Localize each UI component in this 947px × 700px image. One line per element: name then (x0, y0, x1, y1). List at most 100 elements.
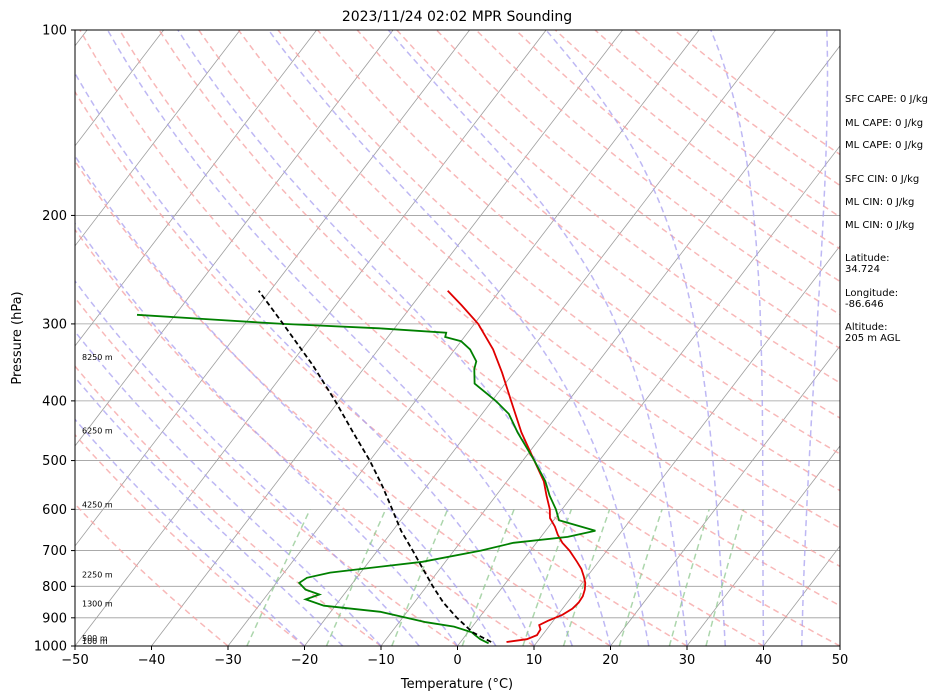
dry-adiabat-line (277, 30, 840, 492)
annotation-text: Latitude: (845, 253, 890, 264)
moist-adiabat-line (801, 30, 829, 646)
dry-adiabat-line (75, 296, 458, 646)
annotation-text: Longitude: (845, 288, 898, 299)
isotherm-line (457, 145, 840, 646)
isotherm-line (610, 345, 840, 646)
dry-adiabat-line (79, 30, 764, 646)
x-axis-label: Temperature (°C) (400, 677, 513, 692)
x-tick-label: 10 (526, 653, 543, 668)
isotherm-line (75, 30, 164, 147)
height-label: 500 m (82, 634, 108, 643)
isotherm-line (533, 245, 840, 646)
dry-adiabat-line (317, 30, 840, 455)
x-tick-label: −30 (214, 653, 241, 668)
height-label: 8250 m (82, 353, 113, 362)
moist-adiabat-line (387, 30, 688, 646)
isotherm-line (75, 30, 547, 646)
dry-adiabat-line (75, 159, 611, 646)
moist-adiabat-line (545, 30, 727, 646)
y-tick-label: 600 (42, 503, 67, 518)
chart-title: 2023/11/24 02:02 MPR Sounding (342, 9, 572, 25)
x-tick-label: 30 (679, 653, 696, 668)
y-tick-label: 1000 (34, 640, 67, 655)
annotation-value: 205 m AGL (845, 333, 901, 344)
dry-adiabat-line (198, 30, 840, 568)
dry-adiabat-line (75, 228, 535, 646)
dry-adiabat-line (75, 433, 305, 646)
mixing-ratio-line (562, 509, 611, 646)
isotherm-line (75, 30, 470, 547)
height-label: 100 m (82, 637, 108, 646)
annotation-value: 34.724 (845, 264, 880, 275)
annotation-text: ML CAPE: 0 J/kg (845, 140, 923, 151)
background-lines (75, 30, 840, 646)
isotherm-line (304, 30, 776, 646)
moist-adiabat-line (75, 154, 497, 646)
y-tick-label: 100 (42, 24, 67, 39)
dry-adiabat-line (356, 30, 840, 419)
moist-adiabat-line (75, 418, 306, 646)
height-label: 1300 m (82, 600, 113, 609)
height-label: 2250 m (82, 571, 113, 580)
x-tick-label: 20 (602, 653, 619, 668)
x-tick-label: −10 (367, 653, 394, 668)
annotation-text: SFC CIN: 0 J/kg (845, 174, 919, 185)
y-tick-label: 500 (42, 454, 67, 469)
dry-adiabat-line (237, 30, 840, 529)
mixing-ratio-line (461, 509, 515, 646)
annotation-text: SFC CAPE: 0 J/kg (845, 94, 928, 105)
dry-adiabat-line (515, 30, 840, 283)
x-tick-label: −50 (61, 653, 88, 668)
y-tick-label: 700 (42, 544, 67, 559)
moist-adiabat-line (106, 30, 574, 646)
mixing-ratio-line (391, 509, 449, 646)
mixing-ratio-line (705, 509, 745, 646)
temperature-series-line (447, 290, 587, 643)
annotation-text: ML CAPE: 0 J/kg (845, 118, 923, 129)
moist-adiabat-line (710, 30, 765, 646)
mixing-ratio-line (668, 509, 710, 646)
dewpoint-series-line (136, 313, 596, 645)
x-tick-label: −40 (138, 653, 165, 668)
dry-adiabat-line (396, 30, 840, 384)
moist-adiabat-line (75, 222, 459, 646)
height-label: 4250 m (82, 500, 113, 509)
moist-adiabat-line (75, 71, 535, 646)
y-axis-label: Pressure (hPa) (10, 291, 25, 384)
x-tick-label: 0 (453, 653, 461, 668)
isotherm-line (686, 445, 840, 646)
mixing-ratio-line (618, 509, 663, 646)
dry-adiabat-line (158, 30, 840, 607)
mixing-ratio-line (325, 508, 387, 646)
moist-adiabat-line (177, 30, 612, 646)
moist-adiabat-line (75, 376, 344, 646)
y-tick-label: 400 (42, 394, 67, 409)
annotations: SFC CAPE: 0 J/kg ML CAPE: 0 J/kg ML CAPE: … (845, 94, 928, 344)
y-tick-label: 900 (42, 611, 67, 626)
moist-adiabat-line (267, 30, 650, 646)
moist-adiabat-line (75, 279, 420, 646)
annotation-text: ML CIN: 0 J/kg (845, 220, 914, 231)
x-tick-label: −20 (291, 653, 318, 668)
isotherm-line (75, 30, 394, 447)
moist-adiabat-line (75, 330, 382, 646)
isotherm-line (75, 30, 241, 247)
annotation-value: -86.646 (845, 299, 884, 310)
axis-ticks: −50 −40 −30 −20 −10 0 10 20 30 40 50 1000 900 800 700 6… (34, 24, 848, 669)
sounding-lines (136, 290, 596, 645)
y-tick-label: 300 (42, 317, 67, 332)
plot-frame (74, 29, 841, 647)
dry-adiabat-line (75, 365, 382, 646)
y-tick-label: 200 (42, 209, 67, 224)
annotation-text: ML CIN: 0 J/kg (845, 197, 914, 208)
isotherm-line (151, 30, 623, 646)
x-tick-label: 50 (832, 653, 849, 668)
parcel-series-line (257, 290, 492, 643)
height-label: 6250 m (82, 426, 113, 435)
y-tick-label: 800 (42, 580, 67, 595)
dry-adiabat-line (75, 90, 688, 646)
isotherm-line (380, 45, 840, 646)
dry-adiabat-line (118, 30, 840, 646)
